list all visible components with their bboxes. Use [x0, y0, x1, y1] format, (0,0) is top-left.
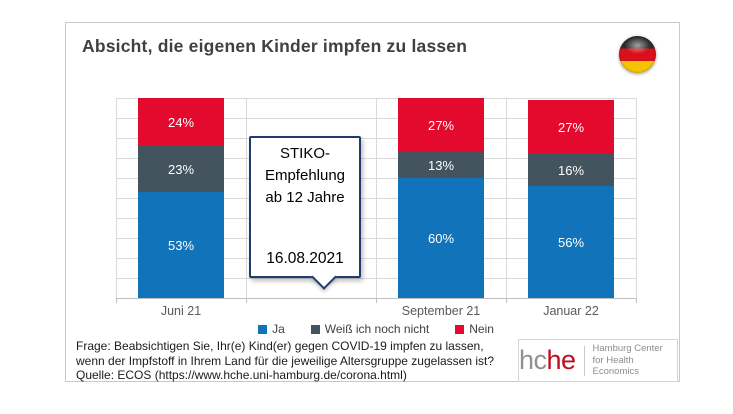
hche-logo-wordmark: hche	[519, 347, 576, 374]
legend-item: Weiß ich noch nicht	[310, 322, 430, 336]
axis-tick	[246, 298, 247, 303]
annotation-text: STIKO- Empfehlung ab 12 Jahre	[251, 143, 359, 209]
chart-legend: Ja Weiß ich noch nicht Nein	[116, 322, 636, 336]
page-title: Absicht, die eigenen Kinder impfen zu la…	[82, 36, 468, 56]
hche-logo: hche Hamburg Center for Health Economics	[518, 339, 678, 382]
bar-segment-wei-ich-noch-nicht: 13%	[398, 152, 484, 178]
legend-label: Ja	[272, 322, 285, 336]
logo-subtitle-line: for Health Economics	[592, 354, 639, 378]
annotation-line: Empfehlung	[264, 167, 346, 184]
bar-segment-wei-ich-noch-nicht: 16%	[528, 154, 614, 186]
bar-value-label: 27%	[427, 117, 455, 133]
logo-letters-gray: hc	[519, 345, 547, 375]
footnote-line: Frage: Beabsichtigen Sie, Ihr(e) Kind(er…	[76, 339, 484, 353]
bar-value-label: 60%	[427, 230, 455, 246]
logo-letters-red: he	[546, 345, 577, 375]
stacked-bar: 60% 13% 27%	[398, 98, 484, 298]
legend-swatch	[310, 324, 320, 334]
annotation-date: 16.08.2021	[266, 250, 344, 267]
bar-value-label: 24%	[167, 114, 195, 130]
legend-swatch	[455, 324, 465, 334]
plot-area: 53% 23% 24% 60% 13% 27% 56% 16% 27%	[116, 98, 637, 303]
annotation-line: STIKO-	[279, 145, 330, 162]
logo-subtitle: Hamburg Center for Health Economics	[593, 343, 677, 378]
bar-value-label: 13%	[427, 157, 455, 173]
gridline-vertical	[376, 98, 377, 298]
germany-flag-icon	[619, 36, 656, 73]
axis-tick	[506, 298, 507, 303]
stacked-bar: 56% 16% 27%	[528, 100, 614, 298]
stacked-bar: 53% 23% 24%	[138, 98, 224, 298]
category-label: Januar 22	[543, 304, 599, 318]
footnote-text: Frage: Beabsichtigen Sie, Ihr(e) Kind(er…	[76, 339, 494, 383]
bar-segment-nein: 27%	[398, 98, 484, 152]
bar-value-label: 16%	[557, 162, 585, 178]
annotation-callout: STIKO- Empfehlung ab 12 Jahre 16.08.2021	[249, 136, 361, 290]
bar-segment-nein: 27%	[528, 100, 614, 154]
category-label: September 21	[401, 304, 481, 318]
axis-tick	[376, 298, 377, 303]
bar-value-label: 53%	[167, 237, 195, 253]
bar-segment-wei-ich-noch-nicht: 23%	[138, 146, 224, 192]
footnote-line: wenn der Impfstoff in Ihrem Land für die…	[76, 353, 495, 368]
axis-tick	[116, 298, 117, 303]
category-label: Juni 21	[160, 304, 202, 318]
bar-value-label: 23%	[167, 161, 195, 177]
bar-segment-ja: 56%	[528, 186, 614, 298]
bar-segment-ja: 53%	[138, 192, 224, 298]
gridline-vertical	[636, 98, 637, 298]
legend-swatch	[258, 324, 268, 334]
logo-divider	[583, 345, 585, 376]
bar-segment-nein: 24%	[138, 98, 224, 146]
bar-value-label: 56%	[557, 234, 585, 250]
annotation-line: ab 12 Jahre	[265, 189, 345, 206]
bar-value-label: 27%	[557, 119, 585, 135]
logo-subtitle-line: Hamburg Center	[592, 343, 663, 355]
gridline-vertical	[246, 98, 247, 298]
axis-tick	[636, 298, 637, 303]
gridline-vertical	[116, 98, 117, 298]
footnote-line: Quelle: ECOS (https://www.hche.uni-hambu…	[76, 368, 407, 382]
legend-item: Ja	[258, 322, 285, 336]
legend-item: Nein	[455, 322, 494, 336]
bar-segment-ja: 60%	[398, 178, 484, 298]
chart-card: Absicht, die eigenen Kinder impfen zu la…	[65, 22, 680, 382]
gridline-vertical	[506, 98, 507, 298]
legend-label: Weiß ich noch nicht	[324, 322, 430, 336]
legend-label: Nein	[469, 322, 494, 336]
